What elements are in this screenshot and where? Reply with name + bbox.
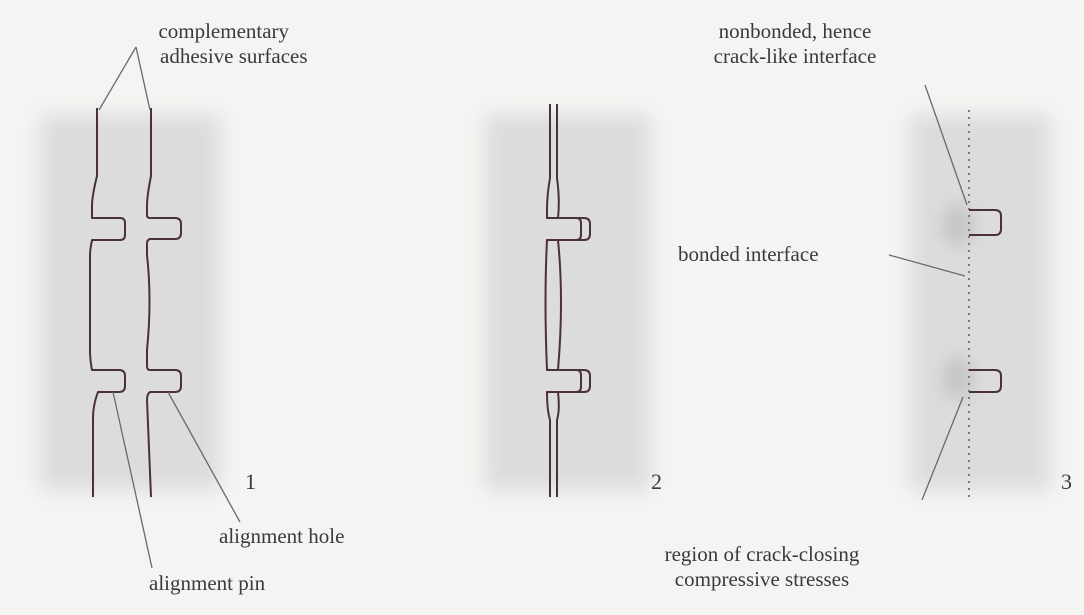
label-nonbonded-line-1: nonbonded, hence — [718, 19, 872, 43]
panel-number-2: 2 — [651, 469, 662, 494]
panel-1 — [89, 108, 182, 498]
panel-2-shadow — [485, 115, 650, 490]
leader-complementary-left — [98, 46, 137, 111]
leader-complementary-right — [135, 46, 151, 111]
panel-number-1: 1 — [245, 469, 256, 494]
leader-bonded-interface — [888, 254, 966, 277]
leader-lines — [98, 46, 968, 569]
leader-crack-closing — [921, 396, 964, 501]
label-nonbonded-interface: nonbonded, hence crack-like interface — [652, 19, 938, 69]
label-complementary-line-1: complementary — [158, 19, 290, 43]
right-adhesive-surface — [146, 108, 182, 498]
leader-nonbonded-interface — [924, 84, 968, 206]
panel-2-pin-2 — [558, 369, 591, 393]
panel-2-pin-1 — [558, 217, 591, 241]
label-nonbonded-line-2: crack-like interface — [713, 44, 877, 68]
label-crack-closing-line-1: region of crack-closing — [664, 542, 860, 566]
label-crack-closing-line-2: compressive stresses — [674, 567, 850, 591]
panel-1-shadow — [40, 115, 220, 490]
crack-tip-glow-upper — [942, 203, 974, 247]
label-alignment-pin: alignment pin — [149, 571, 266, 595]
crack-tip-glow-lower — [942, 356, 974, 400]
leader-alignment-pin — [112, 391, 153, 569]
label-complementary-surfaces: complementary adhesive surfaces — [140, 19, 308, 69]
leader-alignment-hole — [167, 391, 241, 523]
panel-2-right-surface — [556, 104, 562, 497]
panel-number-3: 3 — [1061, 469, 1072, 494]
label-alignment-hole: alignment hole — [219, 524, 345, 548]
panel-3-shadow — [910, 115, 1050, 490]
panel-2 — [544, 104, 591, 497]
panel-3-pin-2 — [969, 369, 1002, 393]
label-bonded-interface: bonded interface — [678, 242, 819, 266]
label-crack-closing-region: region of crack-closing compressive stre… — [614, 542, 910, 592]
left-adhesive-surface — [89, 108, 126, 497]
label-complementary-line-2: adhesive surfaces — [160, 44, 308, 68]
panel-3 — [942, 110, 1002, 497]
panel-3-pin-1 — [969, 209, 1002, 236]
